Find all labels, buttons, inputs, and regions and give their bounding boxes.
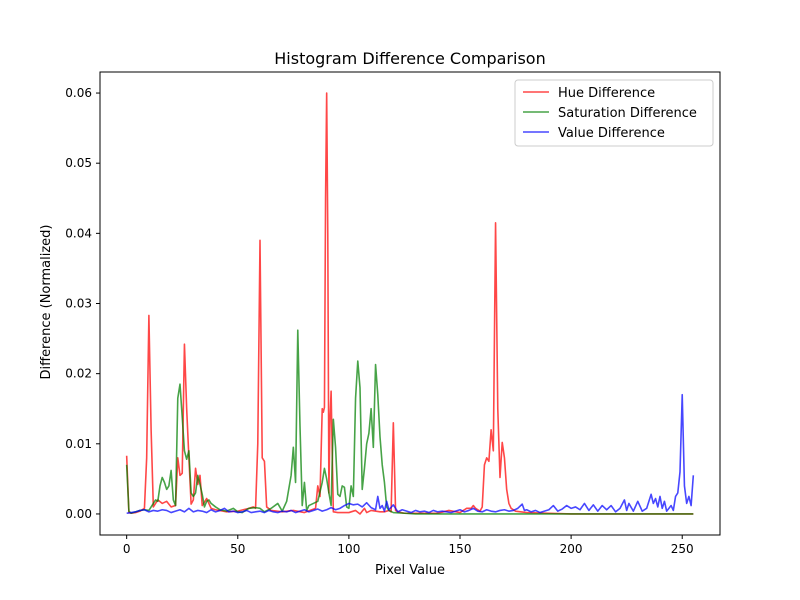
legend-label-0: Hue Difference [558,86,655,101]
y-axis-title: Difference (Normalized) [39,224,54,379]
chart-title: Histogram Difference Comparison [274,49,545,68]
x-axis: 0 50 100 150 200 250 [123,535,694,556]
series-line-0 [125,92,694,515]
x-tick-label: 100 [337,542,360,556]
series-line-1 [125,329,694,515]
x-axis-title: Pixel Value [375,563,445,578]
legend-label-2: Value Difference [558,126,665,141]
x-tick-label: 250 [671,542,694,556]
y-tick-label: 0.06 [65,86,92,100]
x-tick-label: 0 [123,542,131,556]
legend-label-1: Saturation Difference [558,106,697,121]
y-tick-label: 0.03 [65,297,92,311]
legend: Hue Difference Saturation Difference Value… [514,79,714,147]
x-tick-label: 50 [230,542,245,556]
x-tick-label: 150 [449,542,472,556]
legend-box [514,79,714,147]
y-tick-label: 0.02 [65,367,92,381]
y-tick-label: 0.04 [65,226,92,240]
y-tick-label: 0.05 [65,156,92,170]
y-tick-label: 0.01 [65,437,92,451]
x-tick-label: 200 [560,542,583,556]
series-line-2 [126,393,695,515]
y-tick-label: 0.00 [65,507,92,521]
y-axis: 0.00 0.01 0.02 0.03 0.04 0.05 0.06 [65,86,100,521]
